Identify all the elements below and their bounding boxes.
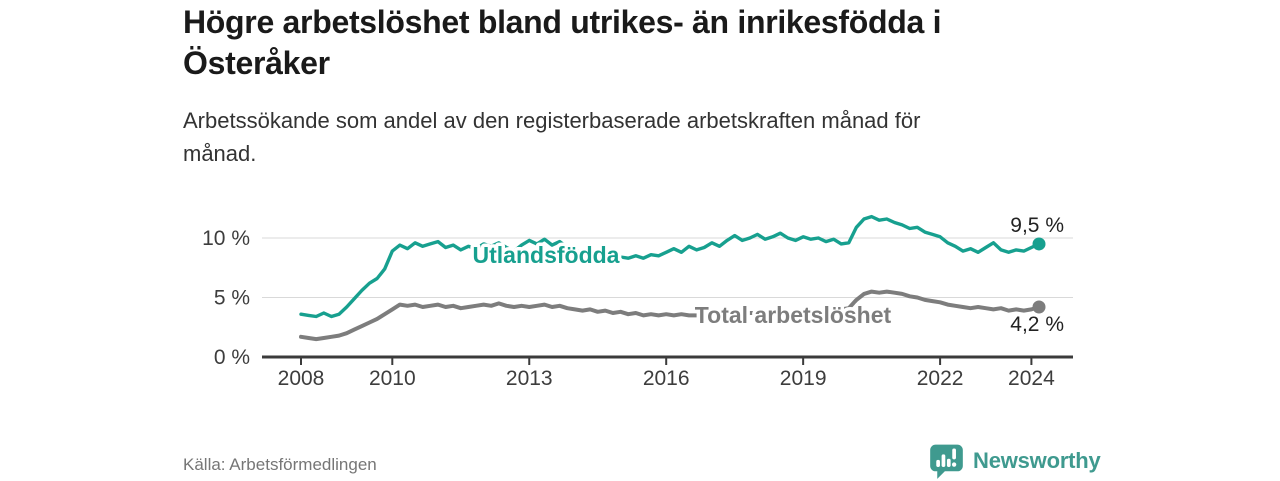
- x-tick-label: 2016: [643, 367, 690, 390]
- x-tick-label: 2010: [369, 367, 416, 390]
- x-tick-label: 2024: [1008, 367, 1055, 390]
- x-tick-label: 2013: [506, 367, 553, 390]
- series-total-label: Total arbetslöshet: [695, 302, 892, 328]
- y-tick-label: 0 %: [214, 346, 250, 369]
- series-total-line: [299, 289, 1041, 342]
- series-total-end-value: 4,2 %: [1010, 313, 1064, 336]
- x-axis-ticks: 2008 2010 2013 2016 2019 2022 2024: [278, 358, 1055, 390]
- y-tick-label: 5 %: [214, 287, 250, 310]
- series-utlandsfodda-end-value: 9,5 %: [1010, 214, 1064, 237]
- series-utlandsfodda-line: [299, 214, 1041, 319]
- newsworthy-logo-icon: [930, 444, 963, 479]
- bar-chart-glyph: [936, 447, 957, 467]
- page-title: Högre arbetslöshet bland utrikes- än inr…: [183, 2, 1143, 84]
- series-utlandsfodda-label: Utlandsfödda: [473, 242, 620, 268]
- gridlines: [262, 237, 1073, 298]
- series-total-end-dot: [1032, 300, 1046, 314]
- speech-bubble-shape: [930, 444, 963, 479]
- series-utlandsfodda-end-dot: [1032, 237, 1046, 251]
- x-tick-label: 2008: [278, 367, 325, 390]
- newsworthy-logo[interactable]: Newsworthy: [928, 441, 1101, 481]
- y-tick-label: 10 %: [202, 227, 250, 250]
- chart-subtitle-line-1: Arbetssökande som andel av den registerb…: [183, 108, 921, 133]
- source-attribution: Källa: Arbetsförmedlingen: [183, 455, 377, 474]
- chart-subtitle-line-2: månad.: [183, 141, 257, 166]
- chart-subtitle: Arbetssökande som andel av den registerb…: [183, 104, 1083, 170]
- x-tick-label: 2019: [780, 367, 827, 390]
- y-axis-labels: 0 % 5 % 10 %: [202, 227, 250, 369]
- x-tick-label: 2022: [917, 367, 964, 390]
- page-title-line-2: Österåker: [183, 45, 330, 81]
- page-title-line-1: Högre arbetslöshet bland utrikes- än inr…: [183, 4, 942, 40]
- newsworthy-wordmark: Newsworthy: [973, 448, 1101, 473]
